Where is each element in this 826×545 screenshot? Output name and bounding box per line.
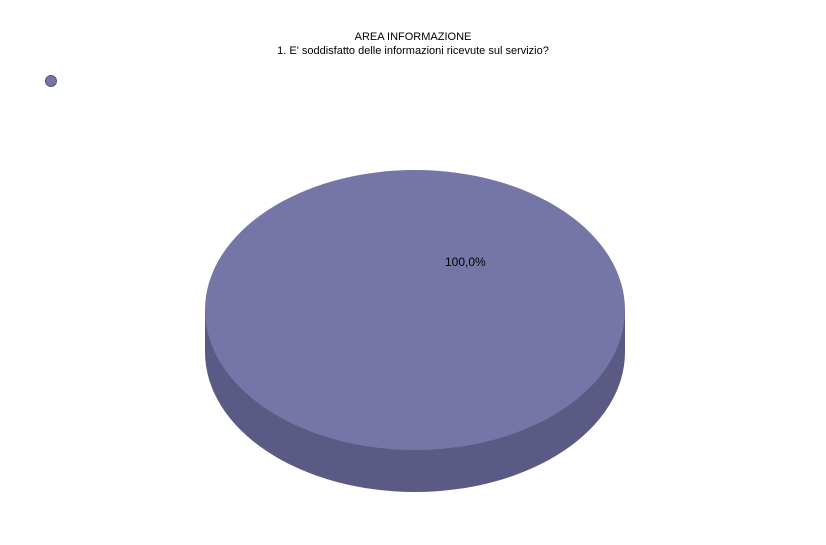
chart-subtitle: 1. E' soddisfatto delle informazioni ric… <box>0 44 826 58</box>
chart-title: AREA INFORMAZIONE <box>0 30 826 44</box>
pie-top <box>205 170 625 450</box>
legend-marker <box>45 75 57 87</box>
pie-chart-container: AREA INFORMAZIONE 1. E' soddisfatto dell… <box>0 0 826 545</box>
pie-3d <box>205 170 625 492</box>
chart-title-block: AREA INFORMAZIONE 1. E' soddisfatto dell… <box>0 30 826 58</box>
pie-slice-label: 100,0% <box>445 255 486 269</box>
